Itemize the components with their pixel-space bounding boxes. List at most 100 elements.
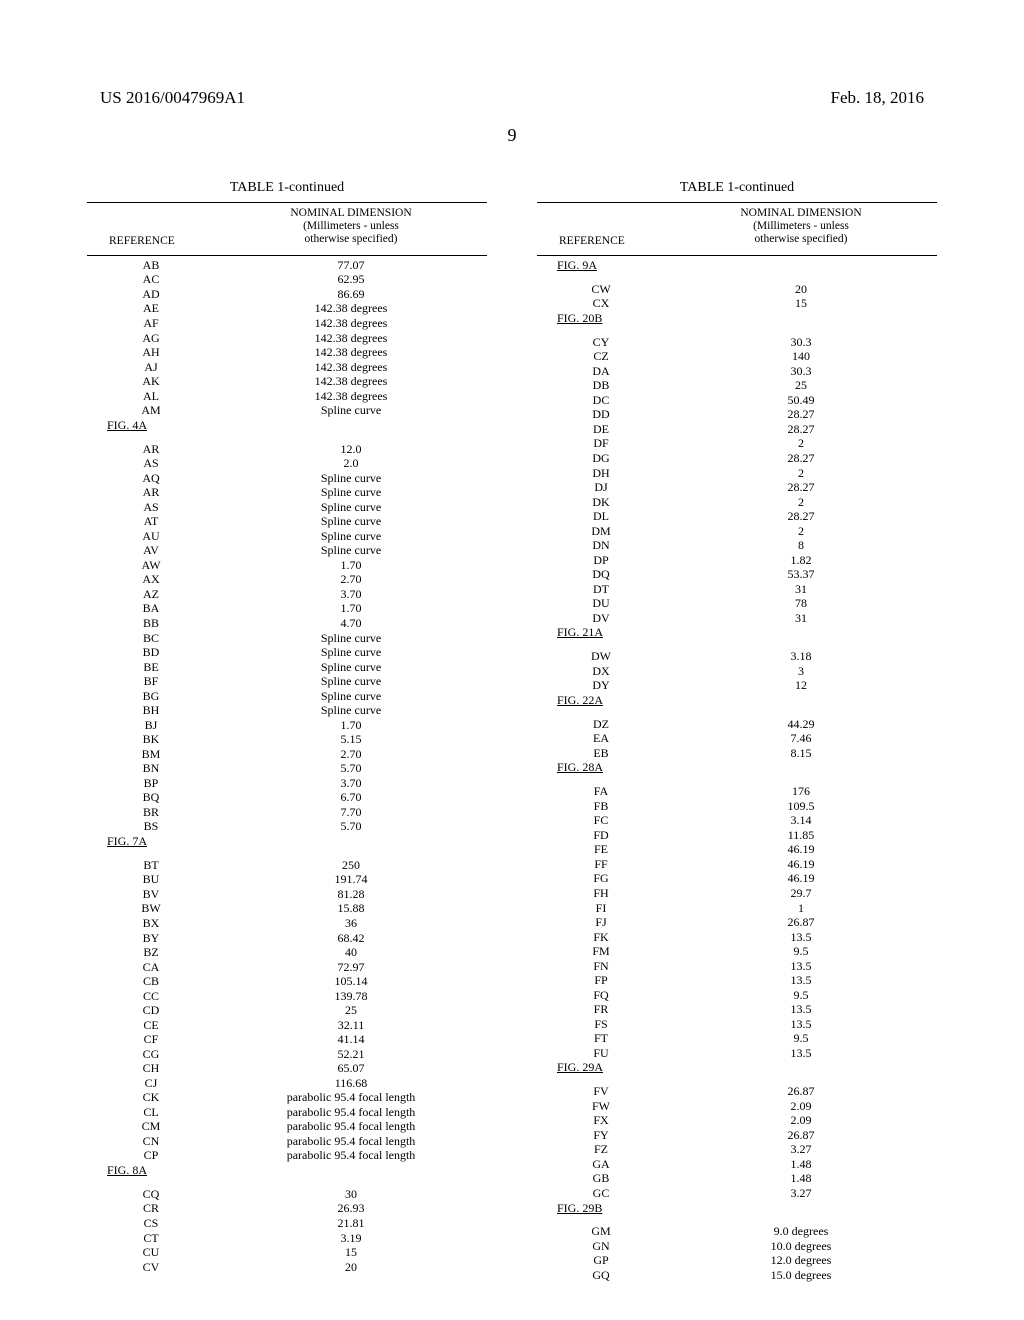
reference-cell: BN: [87, 761, 215, 776]
reference-cell: CD: [87, 1003, 215, 1018]
content-columns: TABLE 1-continuedREFERENCENOMINAL DIMENS…: [70, 176, 954, 1282]
dimension-cell: 11.85: [665, 828, 937, 843]
dimension-cell: 46.19: [665, 857, 937, 872]
reference-cell: AQ: [87, 470, 215, 485]
dimension-cell: 28.27: [665, 451, 937, 466]
dimension-cell: 1: [665, 900, 937, 915]
reference-cell: FJ: [537, 915, 665, 930]
dimension-cell: 29.7: [665, 886, 937, 901]
reference-cell: FY: [537, 1128, 665, 1143]
dimension-cell: 2.70: [215, 747, 487, 762]
reference-cell: AL: [87, 388, 215, 403]
figure-section-label: FIG. 4A: [87, 418, 487, 433]
figure-section-label: FIG. 7A: [87, 834, 487, 849]
reference-cell: FA: [537, 784, 665, 799]
reference-cell: FF: [537, 857, 665, 872]
reference-cell: CB: [87, 974, 215, 989]
reference-cell: FU: [537, 1046, 665, 1061]
reference-cell: DV: [537, 611, 665, 626]
reference-cell: FH: [537, 886, 665, 901]
dimension-cell: 31: [665, 582, 937, 597]
dimension-cell: 26.87: [665, 1084, 937, 1099]
reference-cell: CZ: [537, 349, 665, 364]
reference-cell: BM: [87, 747, 215, 762]
reference-cell: FE: [537, 842, 665, 857]
reference-cell: BF: [87, 674, 215, 689]
reference-cell: AC: [87, 272, 215, 287]
reference-cell: DJ: [537, 480, 665, 495]
reference-cell: FW: [537, 1099, 665, 1114]
reference-cell: CT: [87, 1230, 215, 1245]
dimension-cell: 140: [665, 349, 937, 364]
dimension-cell: 1.70: [215, 601, 487, 616]
dimension-cell: 81.28: [215, 887, 487, 902]
figure-section-label: FIG. 9A: [537, 258, 937, 273]
reference-cell: FI: [537, 900, 665, 915]
dimension-cell: 142.38 degrees: [215, 316, 487, 331]
dimension-cell: 13.5: [665, 1002, 937, 1017]
reference-cell: AD: [87, 287, 215, 302]
reference-cell: GN: [537, 1239, 665, 1254]
dimension-cell: 28.27: [665, 480, 937, 495]
reference-cell: BA: [87, 601, 215, 616]
dimension-cell: 109.5: [665, 799, 937, 814]
figure-section-label: FIG. 29B: [537, 1200, 937, 1215]
figure-section-label: FIG. 29A: [537, 1060, 937, 1075]
dimension-cell: 13.5: [665, 973, 937, 988]
publication-date: Feb. 18, 2016: [831, 88, 925, 108]
reference-cell: BK: [87, 732, 215, 747]
reference-cell: CR: [87, 1201, 215, 1216]
reference-cell: GC: [537, 1186, 665, 1201]
reference-cell: AJ: [87, 359, 215, 374]
reference-cell: FN: [537, 958, 665, 973]
dimension-cell: 3: [665, 664, 937, 679]
reference-cell: CJ: [87, 1076, 215, 1091]
dimension-cell: 40: [215, 945, 487, 960]
reference-cell: CY: [537, 335, 665, 350]
reference-cell: CH: [87, 1061, 215, 1076]
dimension-cell: 4.70: [215, 616, 487, 631]
reference-cell: FD: [537, 828, 665, 843]
reference-cell: FQ: [537, 988, 665, 1003]
dimension-cell: 68.42: [215, 930, 487, 945]
reference-cell: DY: [537, 678, 665, 693]
dimension-cell: 26.87: [665, 1128, 937, 1143]
dimension-cell: Spline curve: [215, 485, 487, 500]
reference-cell: GB: [537, 1171, 665, 1186]
reference-cell: CQ: [87, 1187, 215, 1202]
dimension-cell: 2: [665, 523, 937, 538]
dimension-cell: parabolic 95.4 focal length: [215, 1148, 487, 1163]
dimension-cell: Spline curve: [215, 403, 487, 418]
col-header-dimension: NOMINAL DIMENSION(Millimeters - unlessot…: [215, 205, 487, 253]
dimension-cell: 142.38 degrees: [215, 330, 487, 345]
reference-cell: BH: [87, 703, 215, 718]
reference-cell: FT: [537, 1031, 665, 1046]
dimension-cell: 139.78: [215, 988, 487, 1003]
reference-cell: CW: [537, 282, 665, 297]
dimension-cell: 65.07: [215, 1061, 487, 1076]
reference-cell: BV: [87, 887, 215, 902]
reference-cell: AV: [87, 543, 215, 558]
reference-cell: CC: [87, 988, 215, 1003]
dimension-cell: 46.19: [665, 871, 937, 886]
reference-cell: AU: [87, 529, 215, 544]
reference-cell: AB: [87, 258, 215, 273]
reference-cell: AG: [87, 330, 215, 345]
reference-cell: BP: [87, 776, 215, 791]
dimension-cell: 8: [665, 538, 937, 553]
dimension-cell: 15.88: [215, 901, 487, 916]
reference-cell: FB: [537, 799, 665, 814]
reference-cell: DB: [537, 378, 665, 393]
dimension-cell: Spline curve: [215, 674, 487, 689]
dimension-cell: 26.93: [215, 1201, 487, 1216]
reference-cell: BC: [87, 630, 215, 645]
reference-cell: BD: [87, 645, 215, 660]
reference-cell: CP: [87, 1148, 215, 1163]
reference-cell: FG: [537, 871, 665, 886]
reference-cell: DQ: [537, 567, 665, 582]
dimension-cell: 3.19: [215, 1230, 487, 1245]
dimension-cell: 142.38 degrees: [215, 345, 487, 360]
reference-cell: CE: [87, 1018, 215, 1033]
dimension-cell: 25: [215, 1003, 487, 1018]
dimension-cell: 142.38 degrees: [215, 374, 487, 389]
